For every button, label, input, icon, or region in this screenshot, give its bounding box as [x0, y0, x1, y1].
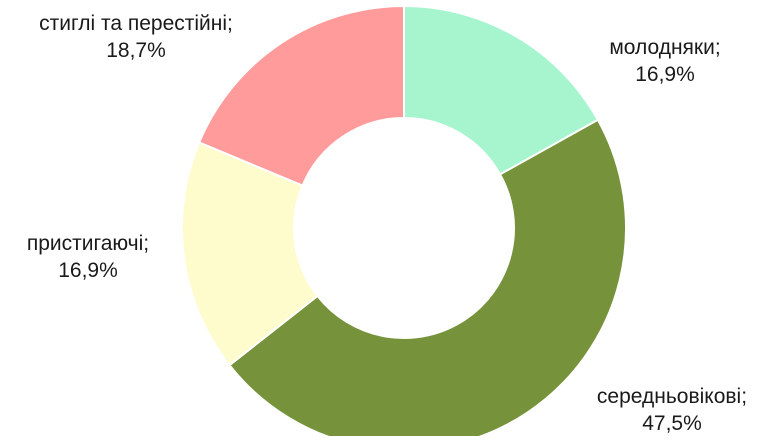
data-label-value-prystyhaiuchi: 16,9%: [58, 259, 118, 282]
slice-styhli-ta-perestiini: [197, 4, 405, 187]
data-label-name-molodniaky: молодняки;: [609, 36, 720, 59]
data-label-name-prystyhaiuchi: пристигаючі;: [27, 232, 149, 255]
data-label-name-styhli-ta-perestiini: стиглі та перестійні;: [39, 12, 233, 35]
data-label-value-styhli-ta-perestiini: 18,7%: [106, 39, 166, 62]
slice-molodniaky: [403, 4, 600, 176]
slice-group: [181, 4, 627, 441]
data-label-value-molodniaky: 16,9%: [635, 63, 695, 86]
slice-serednovikovi: [228, 118, 627, 441]
data-label-value-serednovikovi: 47,5%: [642, 412, 702, 435]
label-group: молодняки; 16,9% середньовікові; 47,5% п…: [27, 12, 747, 435]
slice-prystyhaiuchi: [181, 141, 319, 367]
data-label-name-serednovikovi: середньовікові;: [597, 385, 747, 408]
